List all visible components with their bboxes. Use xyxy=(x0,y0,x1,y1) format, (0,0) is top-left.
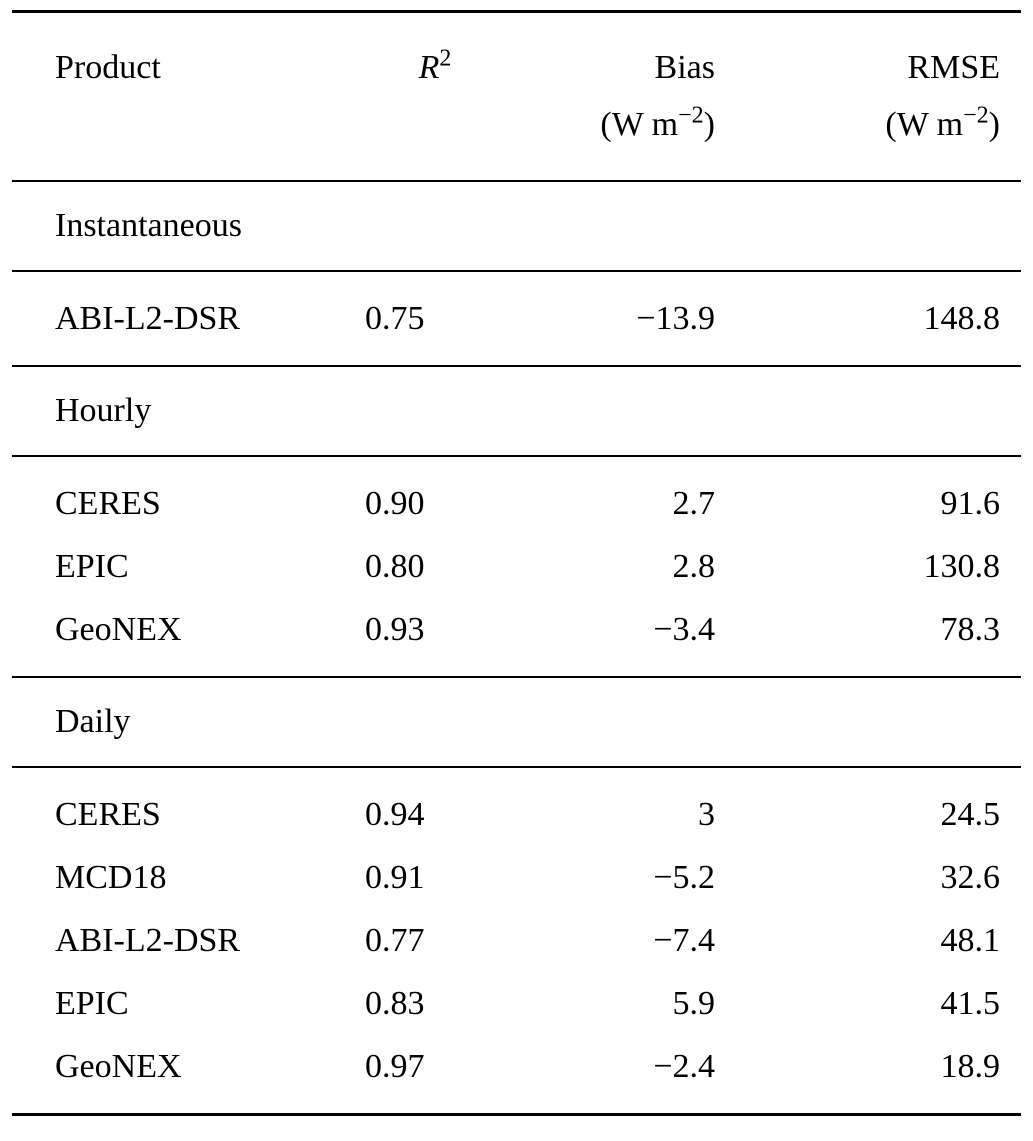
rmse-cell: 130.8 xyxy=(923,548,1001,585)
section-title-hourly: Hourly xyxy=(55,392,152,429)
bias-cell: −13.9 xyxy=(636,300,715,337)
r2-symbol: R xyxy=(418,49,440,86)
table-row: ABI-L2-DSR 0.77 −7.4 48.1 xyxy=(0,909,1033,972)
table-bottom-rule xyxy=(12,1113,1021,1116)
rmse-label: RMSE xyxy=(907,49,1000,86)
product-cell: EPIC xyxy=(55,985,129,1022)
rmse-unit-close: ) xyxy=(988,106,1000,143)
product-cell: GeoNEX xyxy=(55,611,182,648)
bias-cell: −7.4 xyxy=(653,922,715,959)
bias-unit-close: ) xyxy=(703,106,715,143)
r2-cell: 0.80 xyxy=(365,548,425,585)
table-rule xyxy=(12,455,1021,457)
rmse-cell: 41.5 xyxy=(940,985,1001,1022)
rmse-unit-superscript: −2 xyxy=(963,102,989,129)
table-rule xyxy=(12,180,1021,182)
rmse-cell: 18.9 xyxy=(940,1048,1001,1085)
r2-superscript: 2 xyxy=(439,45,452,72)
r2-cell: 0.93 xyxy=(365,611,425,648)
product-cell: EPIC xyxy=(55,548,129,585)
r2-cell: 0.94 xyxy=(365,796,425,833)
table-rule xyxy=(12,270,1021,272)
table-row: GeoNEX 0.97 −2.4 18.9 xyxy=(0,1035,1033,1098)
r2-cell: 0.97 xyxy=(365,1048,425,1085)
bias-unit-superscript: −2 xyxy=(678,102,704,129)
r2-cell: 0.77 xyxy=(365,922,425,959)
bias-cell: −5.2 xyxy=(653,859,715,896)
rmse-cell: 32.6 xyxy=(940,859,1001,896)
section-title-daily: Daily xyxy=(55,703,131,740)
table-row: MCD18 0.91 −5.2 32.6 xyxy=(0,846,1033,909)
table-top-rule xyxy=(12,10,1021,13)
bias-label: Bias xyxy=(654,49,715,86)
table-row: GeoNEX 0.93 −3.4 78.3 xyxy=(0,598,1033,661)
section-title-instantaneous: Instantaneous xyxy=(55,207,242,244)
rmse-cell: 78.3 xyxy=(940,611,1001,648)
bias-cell: 5.9 xyxy=(672,985,716,1022)
rmse-cell: 148.8 xyxy=(923,300,1001,337)
r2-cell: 0.91 xyxy=(365,859,425,896)
rmse-cell: 48.1 xyxy=(940,922,1001,959)
table-rule xyxy=(12,676,1021,678)
product-cell: GeoNEX xyxy=(55,1048,182,1085)
product-cell: ABI-L2-DSR xyxy=(55,300,241,337)
bias-cell: 2.8 xyxy=(672,548,716,585)
table-rule xyxy=(12,365,1021,367)
column-header-r2: R2 xyxy=(365,39,505,96)
bias-cell: −2.4 xyxy=(653,1048,715,1085)
rmse-cell: 91.6 xyxy=(940,485,1001,522)
bias-cell: 2.7 xyxy=(672,485,716,522)
column-header-product: Product xyxy=(55,49,161,86)
column-header-bias: Bias (W m−2) xyxy=(505,39,715,153)
bias-cell: 3 xyxy=(698,796,715,833)
section-rows-daily: CERES 0.94 3 24.5 MCD18 0.91 −5.2 32.6 A… xyxy=(0,768,1033,1113)
r2-cell: 0.75 xyxy=(365,300,425,337)
results-table: Product R2 Bias (W m−2) RMSE (W m−2) Ins… xyxy=(0,10,1033,1116)
product-cell: ABI-L2-DSR xyxy=(55,922,241,959)
product-cell: MCD18 xyxy=(55,859,167,896)
rmse-cell: 24.5 xyxy=(940,796,1001,833)
product-cell: CERES xyxy=(55,796,161,833)
table-row: ABI-L2-DSR 0.75 −13.9 148.8 xyxy=(0,287,1033,350)
r2-cell: 0.90 xyxy=(365,485,425,522)
bias-unit: (W m−2) xyxy=(505,96,715,153)
table-row: CERES 0.94 3 24.5 xyxy=(0,783,1033,846)
section-rows-hourly: CERES 0.90 2.7 91.6 EPIC 0.80 2.8 130.8 … xyxy=(0,457,1033,676)
table-rule xyxy=(12,766,1021,768)
table-header-row: Product R2 Bias (W m−2) RMSE (W m−2) xyxy=(0,13,1033,180)
column-header-rmse: RMSE (W m−2) xyxy=(715,39,1000,153)
rmse-unit-open: (W m xyxy=(885,106,964,143)
rmse-unit: (W m−2) xyxy=(715,96,1000,153)
product-cell: CERES xyxy=(55,485,161,522)
table-row: EPIC 0.83 5.9 41.5 xyxy=(0,972,1033,1035)
bias-unit-open: (W m xyxy=(600,106,679,143)
table-row: EPIC 0.80 2.8 130.8 xyxy=(0,535,1033,598)
table-row: CERES 0.90 2.7 91.6 xyxy=(0,472,1033,535)
r2-cell: 0.83 xyxy=(365,985,425,1022)
section-rows-instantaneous: ABI-L2-DSR 0.75 −13.9 148.8 xyxy=(0,272,1033,365)
bias-cell: −3.4 xyxy=(653,611,715,648)
